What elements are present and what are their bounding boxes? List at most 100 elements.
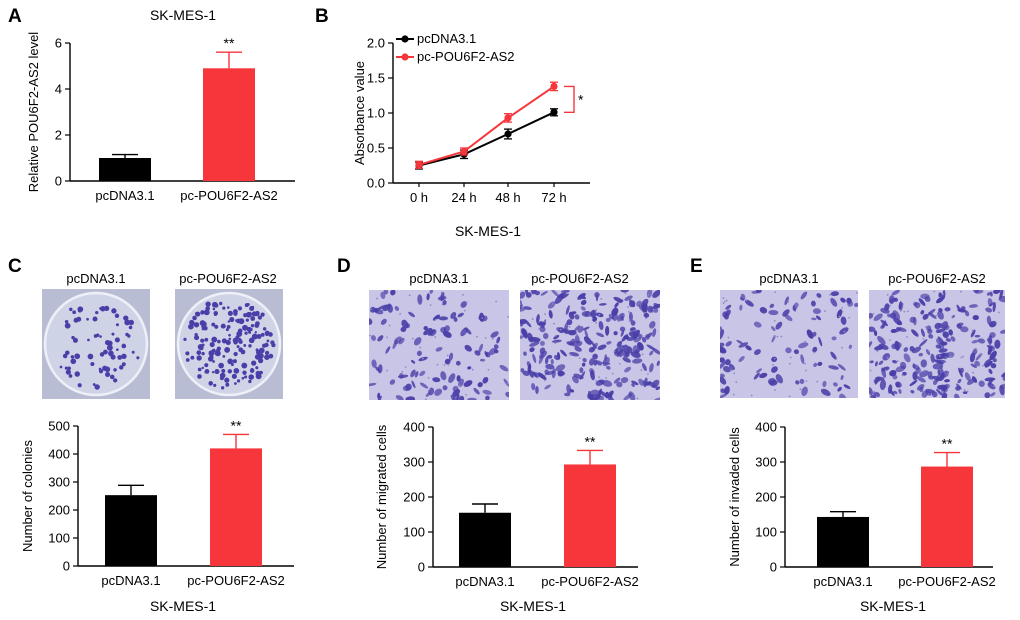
colony (258, 358, 264, 364)
colony (242, 370, 247, 375)
membrane-pore (901, 374, 904, 377)
colony (70, 358, 77, 365)
stained-cell (945, 338, 952, 342)
colony (114, 313, 120, 318)
stained-cell (553, 334, 560, 340)
stained-cell (620, 290, 630, 293)
stained-cell (520, 307, 526, 313)
colony (215, 348, 221, 354)
stained-cell (988, 368, 993, 375)
stained-cell (453, 316, 458, 322)
stained-cell (442, 330, 452, 338)
stained-cell (837, 386, 842, 392)
stained-cell (598, 303, 607, 306)
colony (95, 310, 99, 315)
membrane-pore (824, 310, 826, 313)
stained-cell (623, 344, 630, 354)
stained-cell (898, 388, 902, 394)
stained-cell (957, 378, 962, 384)
bar-pcdna3-1 (99, 158, 151, 181)
stained-cell (831, 336, 837, 341)
stained-cell (927, 328, 933, 334)
stained-cell (999, 383, 1005, 390)
colony (260, 312, 265, 317)
colony (92, 316, 98, 322)
stained-cell (629, 327, 636, 331)
colony (219, 301, 223, 306)
stained-cell (414, 371, 419, 378)
stained-cell (813, 362, 818, 368)
stained-cell (920, 310, 925, 315)
stained-cell (611, 312, 618, 321)
stained-cell (888, 384, 893, 394)
membrane-pore (554, 342, 557, 345)
bar-pc-pou6f2-as2 (564, 464, 616, 567)
stained-cell (528, 337, 535, 341)
stained-cell (720, 361, 726, 369)
stained-cell (544, 384, 552, 390)
stained-cell (968, 304, 978, 308)
stained-cell (616, 381, 623, 388)
colony (67, 366, 71, 371)
stained-cell (873, 313, 883, 321)
colony (104, 305, 110, 312)
colony (214, 369, 220, 375)
stained-cell (839, 393, 847, 398)
colony (117, 355, 123, 360)
colony (203, 309, 210, 316)
y-tick-label: 100 (403, 525, 425, 540)
stained-cell (914, 302, 921, 309)
stained-cell (556, 327, 563, 333)
colony (87, 353, 94, 360)
membrane-pore (780, 335, 783, 338)
stained-cell (784, 296, 789, 306)
stained-cell (784, 314, 793, 322)
colony (261, 343, 267, 348)
stained-cell (377, 392, 381, 399)
stained-cell (873, 330, 878, 337)
stained-cell (930, 353, 935, 363)
stained-cell (820, 388, 831, 396)
stained-cell (547, 301, 556, 309)
colony (254, 331, 257, 334)
membrane-pore (617, 320, 620, 323)
membrane-pore (804, 369, 807, 372)
stained-cell (986, 345, 994, 349)
significance-bracket (564, 85, 575, 114)
colony (113, 368, 117, 372)
stained-cell (769, 303, 775, 308)
stained-cell (574, 314, 580, 320)
stained-cell (555, 364, 566, 372)
stained-cell (724, 386, 730, 395)
stained-cell (655, 386, 660, 391)
stained-cell (592, 353, 598, 360)
stained-cell (938, 341, 945, 351)
membrane-pore (404, 366, 407, 368)
stained-cell (444, 358, 451, 365)
stained-cell (405, 323, 411, 329)
colony (90, 361, 95, 367)
stained-cell (771, 356, 778, 363)
stained-cell (615, 345, 625, 351)
stained-cell (622, 357, 631, 363)
membrane-pore (576, 333, 578, 336)
invasion-field-pcdna3-1 (720, 290, 858, 398)
membrane-pore (976, 305, 979, 308)
membrane-pore (933, 290, 936, 293)
colony (250, 367, 254, 371)
stained-cell (582, 326, 590, 331)
stained-cell (943, 325, 950, 331)
colony (212, 360, 215, 363)
membrane-pore (491, 337, 494, 340)
stained-cell (380, 318, 387, 325)
y-tick-label: 100 (755, 525, 777, 540)
image-label: pcDNA3.1 (66, 271, 125, 286)
colony (211, 336, 218, 343)
stained-cell (921, 390, 928, 398)
stained-cell (499, 364, 509, 372)
stained-cell (375, 366, 381, 372)
stained-cell (619, 326, 626, 332)
colony (196, 355, 202, 361)
stained-cell (895, 381, 902, 388)
stained-cell (383, 290, 389, 295)
